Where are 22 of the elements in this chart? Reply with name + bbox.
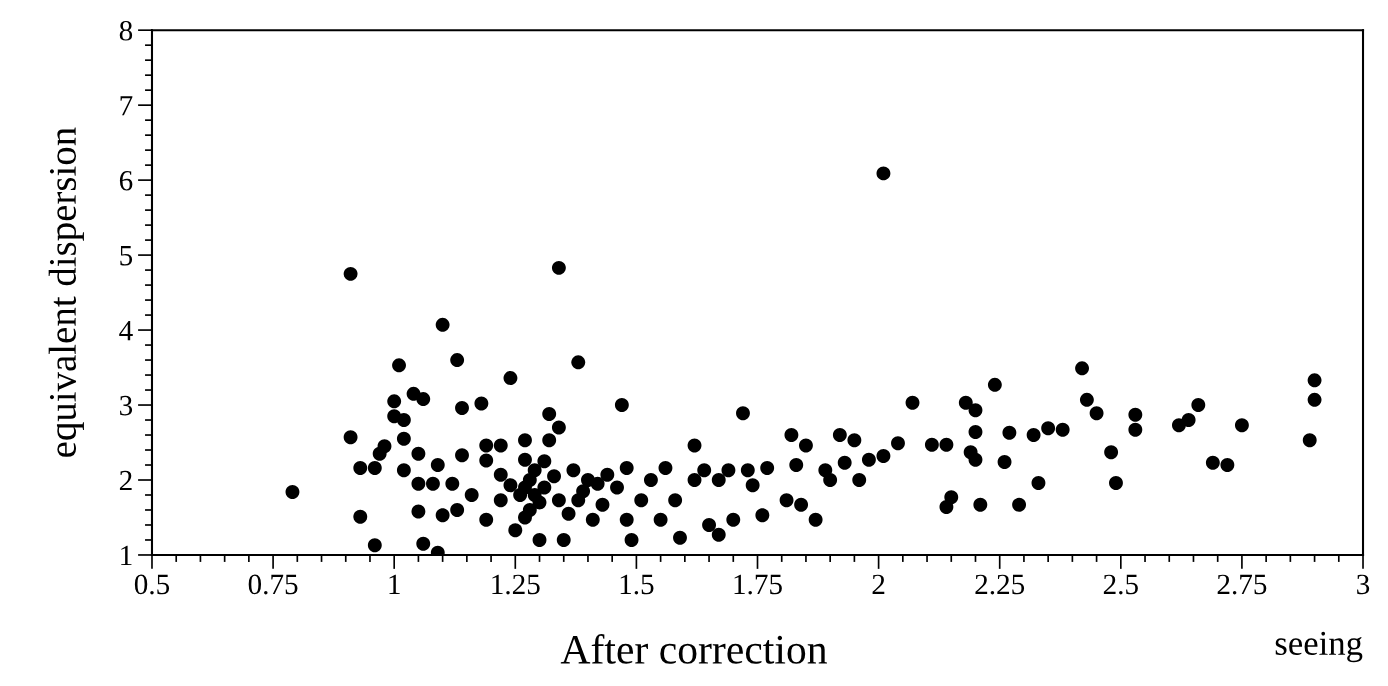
y-tick-label: 4	[119, 320, 133, 341]
x-tick-label: 3	[1357, 574, 1370, 595]
y-tick-label: 8	[119, 20, 133, 41]
y-tick-label: 3	[120, 395, 133, 416]
y-tick-label: 2	[119, 470, 132, 491]
x-tick-label: 0.75	[248, 574, 298, 595]
x-axis-title: seeing	[1275, 631, 1363, 663]
x-tick-label: 1.5	[620, 574, 654, 595]
x-tick-label: 2.75	[1217, 574, 1267, 595]
y-axis-title: equivalent dispersion	[48, 127, 84, 457]
y-tick-label: 1	[121, 545, 132, 566]
x-tick-label: 2.25	[975, 574, 1025, 595]
x-tick-label: 2.5	[1103, 574, 1138, 595]
x-tick-label: 1	[389, 574, 400, 594]
x-tick-label: 1.25	[492, 574, 540, 595]
x-tick-label: 1.75	[734, 574, 782, 595]
y-tick-label: 5	[120, 246, 133, 266]
x-tick-label: 0.5	[134, 574, 170, 595]
text: After correction	[560, 634, 827, 664]
x-tick-label: 2	[872, 574, 885, 594]
y-tick-label: 6	[119, 170, 133, 191]
y-tick-label: 7	[120, 96, 133, 116]
